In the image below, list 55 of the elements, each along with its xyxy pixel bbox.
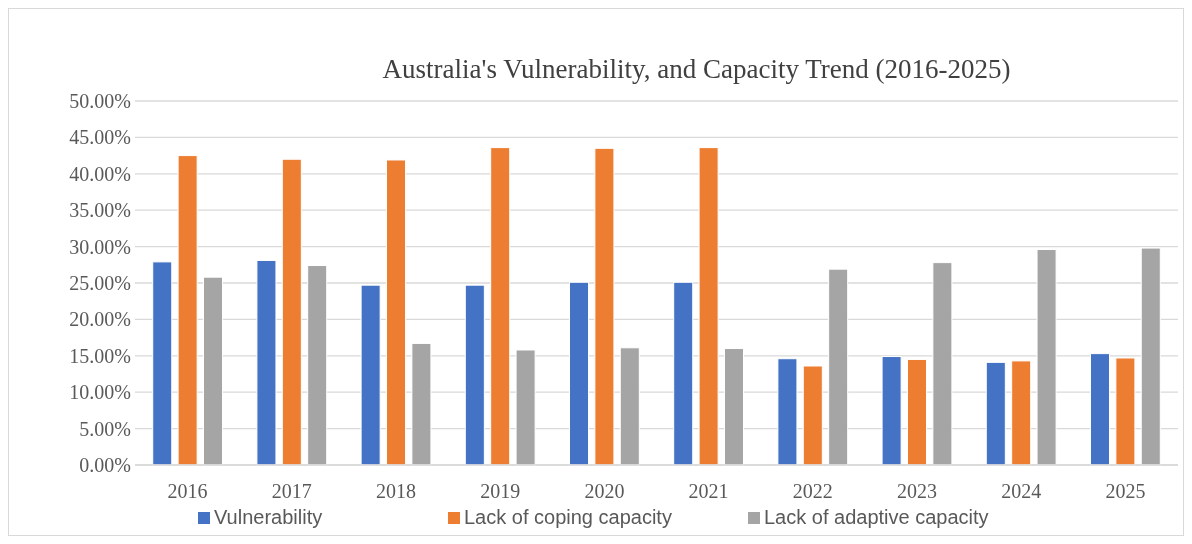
bar xyxy=(385,159,407,466)
x-tick-label: 2018 xyxy=(376,480,417,502)
x-tick-label: 2016 xyxy=(167,480,208,502)
bar xyxy=(594,147,615,466)
bar xyxy=(619,347,640,466)
bar xyxy=(1011,360,1032,466)
bar xyxy=(1089,353,1111,466)
bar xyxy=(1115,357,1136,466)
x-tick-label: 2017 xyxy=(271,480,312,502)
y-tick-label: 0.00% xyxy=(79,454,131,476)
x-tick-label: 2020 xyxy=(584,480,625,502)
bar xyxy=(569,281,590,466)
bar xyxy=(828,268,849,466)
y-tick-label: 10.00% xyxy=(69,381,131,404)
bar xyxy=(490,147,511,466)
legend-label: Lack of adaptive capacity xyxy=(764,506,989,528)
bar xyxy=(1140,247,1161,466)
bar xyxy=(152,261,173,466)
y-tick-label: 45.00% xyxy=(69,126,131,149)
bar xyxy=(307,265,328,466)
y-tick-label: 25.00% xyxy=(69,272,131,294)
bar xyxy=(985,361,1006,466)
x-tick-label: 2025 xyxy=(1105,480,1146,502)
bar xyxy=(881,356,902,466)
y-tick-label: 35.00% xyxy=(69,199,131,222)
bar xyxy=(673,281,694,466)
bar xyxy=(256,259,277,466)
y-tick-label: 5.00% xyxy=(79,417,131,440)
bar xyxy=(932,262,953,466)
y-tick-label: 15.00% xyxy=(69,344,131,367)
y-tick-label: 40.00% xyxy=(69,162,131,185)
bar xyxy=(802,365,823,466)
bar xyxy=(464,284,485,466)
chart-title: Australia's Vulnerability, and Capacity Trend (2016-2025) xyxy=(382,54,1011,84)
bar xyxy=(411,342,432,466)
x-tick-label: 2019 xyxy=(480,480,521,502)
bar xyxy=(177,155,198,466)
bar xyxy=(281,158,302,466)
y-tick-label: 20.00% xyxy=(69,308,131,331)
y-tick-label: 30.00% xyxy=(69,235,131,258)
bar xyxy=(777,358,798,466)
bar xyxy=(906,358,928,466)
x-tick-label: 2024 xyxy=(1001,480,1042,502)
bar xyxy=(723,348,744,466)
x-tick-label: 2023 xyxy=(896,480,937,502)
y-tick-label: 50.00% xyxy=(69,90,131,112)
bar xyxy=(360,284,381,466)
x-tick-label: 2021 xyxy=(688,480,729,502)
bar xyxy=(1036,249,1057,466)
legend-label: Vulnerability xyxy=(214,506,323,528)
bar xyxy=(698,147,719,466)
x-tick-label: 2022 xyxy=(792,480,833,502)
bar xyxy=(202,276,224,466)
legend-label: Lack of coping capacity xyxy=(464,506,672,528)
bar xyxy=(515,349,536,466)
